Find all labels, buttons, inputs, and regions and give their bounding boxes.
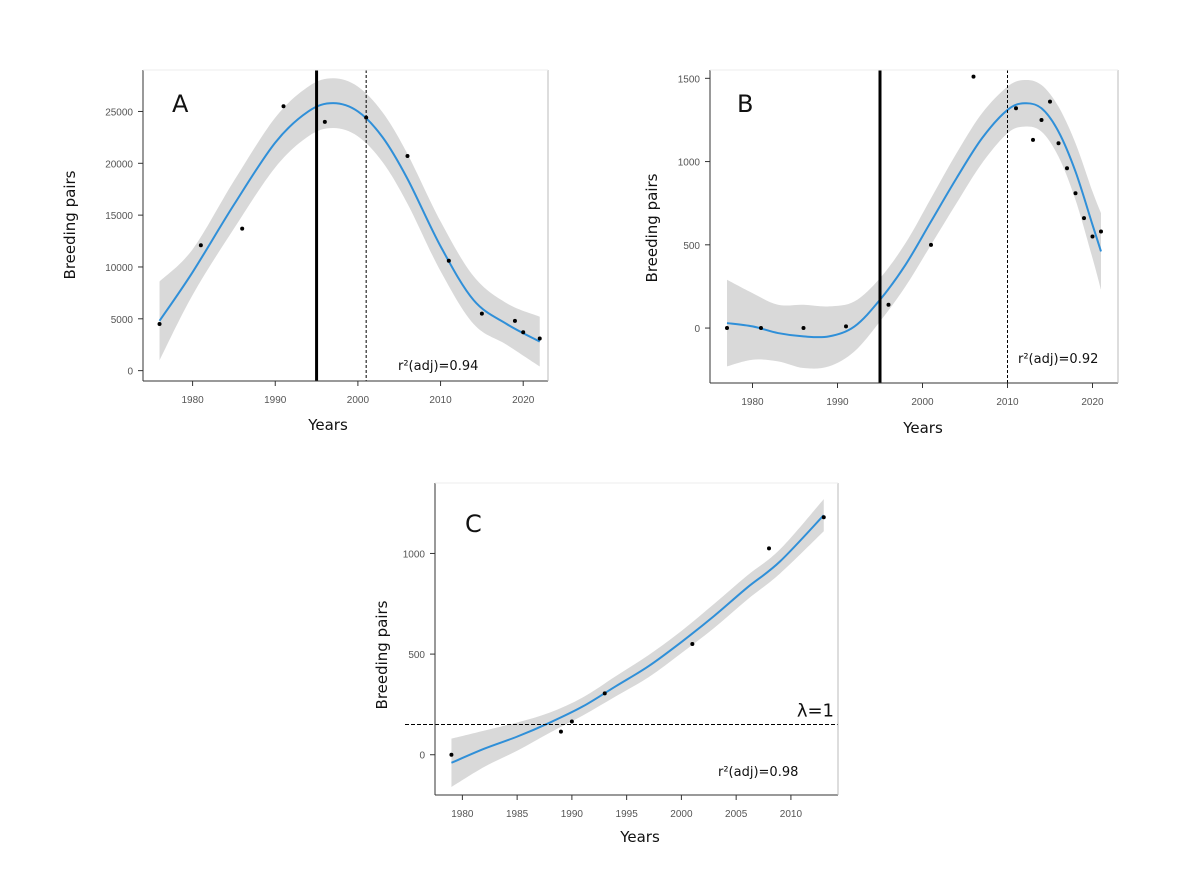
- data-point: [198, 243, 203, 248]
- y-tick-label: 25000: [105, 107, 133, 118]
- data-point: [569, 719, 574, 724]
- data-point: [1073, 191, 1078, 196]
- x-axis-title: Years: [902, 419, 943, 437]
- y-tick-label: 500: [683, 241, 700, 252]
- x-tick-label: 2020: [1081, 397, 1104, 408]
- y-tick-label: 20000: [105, 159, 133, 170]
- data-point: [1090, 234, 1095, 239]
- chart-panel-a: 1980 1990 2000 2010 2020 0 5000 10000 15000 20000…: [61, 69, 549, 434]
- x-tick-label: 1990: [826, 397, 849, 408]
- x-tick-label: 1990: [561, 809, 584, 820]
- data-point: [886, 302, 891, 307]
- fit-line: [158, 102, 541, 343]
- x-tick-label: 1980: [741, 397, 764, 408]
- data-point: [1014, 106, 1018, 111]
- data-point: [1065, 166, 1069, 171]
- chart-panel-c: λ=1 1980 1985 1990 1995 2000 2005 2010 0 500 1000 Y…: [373, 482, 839, 846]
- x-tick-label: 2010: [780, 809, 803, 820]
- data-point: [759, 326, 763, 331]
- y-axis-title: Breeding pairs: [61, 170, 79, 279]
- x-axis-title: Years: [307, 416, 348, 434]
- data-point: [971, 74, 976, 79]
- data-point: [449, 752, 454, 757]
- data-point: [821, 515, 826, 520]
- y-tick-label: 1000: [403, 549, 426, 560]
- x-tick-label: 1985: [506, 809, 529, 820]
- chart-panel-b: 1980 1990 2000 2010 2020 0 500 1000 1500 Years Bre…: [643, 69, 1119, 437]
- panel-label: B: [737, 90, 753, 118]
- data-point: [512, 318, 517, 323]
- data-point: [157, 321, 162, 326]
- confidence-band: [727, 79, 1101, 369]
- y-tick-label: 0: [694, 324, 700, 335]
- fit-line: [726, 102, 1102, 339]
- panel-label: C: [465, 510, 482, 538]
- confidence-band: [451, 499, 824, 787]
- y-tick-label: 0: [127, 367, 133, 378]
- x-tick-label: 2010: [429, 395, 452, 406]
- data-point: [1031, 137, 1035, 142]
- data-point: [1056, 141, 1061, 146]
- x-tick-label: 2000: [911, 397, 934, 408]
- data-point: [1039, 117, 1044, 122]
- data-point: [558, 729, 563, 734]
- r2-annotation: r²(adj)=0.98: [718, 765, 798, 780]
- data-point: [537, 336, 542, 341]
- y-tick-label: 1000: [678, 158, 701, 169]
- data-point: [479, 311, 484, 316]
- x-tick-label: 1990: [264, 395, 287, 406]
- y-tick-label: 500: [408, 650, 425, 661]
- y-tick-label: 15000: [105, 211, 133, 222]
- data-point: [364, 115, 369, 120]
- confidence-band: [159, 78, 540, 367]
- data-point: [602, 691, 607, 696]
- data-point: [844, 324, 848, 329]
- data-point: [322, 119, 327, 124]
- data-point: [767, 546, 772, 551]
- panel-label: A: [172, 90, 189, 118]
- y-tick-label: 10000: [105, 263, 133, 274]
- data-point: [1082, 216, 1086, 221]
- x-tick-label: 1995: [616, 809, 639, 820]
- y-axis-title: Breeding pairs: [643, 173, 661, 282]
- data-point: [281, 104, 286, 109]
- y-tick-label: 0: [419, 751, 425, 762]
- y-axis-title: Breeding pairs: [373, 600, 391, 709]
- data-point: [725, 326, 729, 331]
- data-point: [446, 258, 451, 263]
- x-axis-title: Years: [619, 828, 660, 846]
- data-point: [405, 154, 410, 159]
- data-point: [1048, 99, 1052, 104]
- r2-annotation: r²(adj)=0.92: [1018, 352, 1098, 367]
- lambda-label: λ=1: [797, 701, 834, 722]
- x-tick-label: 1980: [181, 395, 204, 406]
- data-point: [929, 242, 933, 247]
- x-tick-label: 2005: [725, 809, 748, 820]
- fit-line: [451, 514, 825, 764]
- x-tick-label: 2010: [996, 397, 1019, 408]
- data-point: [521, 330, 526, 335]
- y-tick-label: 1500: [678, 74, 701, 85]
- y-tick-label: 5000: [111, 315, 134, 326]
- x-tick-label: 2000: [670, 809, 693, 820]
- data-point: [240, 226, 245, 231]
- x-tick-label: 2000: [347, 395, 370, 406]
- data-point: [690, 642, 695, 647]
- x-tick-label: 2020: [512, 395, 535, 406]
- x-tick-label: 1980: [451, 809, 474, 820]
- data-point: [801, 326, 806, 331]
- r2-annotation: r²(adj)=0.94: [398, 359, 478, 374]
- data-point: [1099, 229, 1103, 234]
